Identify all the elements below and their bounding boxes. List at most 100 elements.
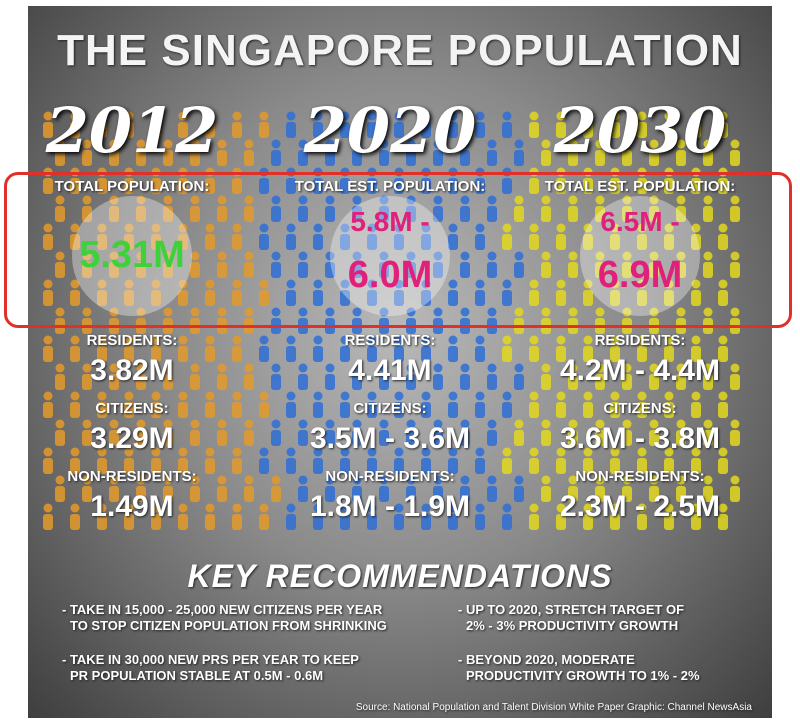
person-icon xyxy=(541,251,551,278)
non-residents-label: NON-RESIDENTS: xyxy=(575,468,705,485)
person-icon xyxy=(460,419,470,446)
person-icon xyxy=(583,447,593,474)
person-icon xyxy=(475,391,485,418)
person-icon xyxy=(541,363,551,390)
person-icon xyxy=(124,503,134,530)
person-icon xyxy=(109,251,119,278)
person-icon xyxy=(205,223,215,250)
person-icon xyxy=(610,111,620,138)
person-icon xyxy=(691,503,701,530)
person-icon xyxy=(703,475,713,502)
person-icon xyxy=(340,111,350,138)
person-icon xyxy=(676,363,686,390)
person-icon xyxy=(529,447,539,474)
person-icon xyxy=(610,503,620,530)
person-icon xyxy=(529,391,539,418)
person-icon xyxy=(298,195,308,222)
person-icon xyxy=(649,475,659,502)
person-icon xyxy=(244,363,254,390)
person-icon xyxy=(691,223,701,250)
person-icon xyxy=(394,111,404,138)
person-icon xyxy=(244,419,254,446)
person-icon xyxy=(448,223,458,250)
person-icon xyxy=(151,447,161,474)
person-icon xyxy=(313,223,323,250)
person-icon xyxy=(55,475,65,502)
person-icon xyxy=(340,335,350,362)
person-icon xyxy=(460,475,470,502)
person-icon xyxy=(367,447,377,474)
person-icon xyxy=(556,335,566,362)
person-icon xyxy=(433,195,443,222)
person-icon xyxy=(286,279,296,306)
person-icon xyxy=(325,251,335,278)
person-icon xyxy=(730,251,740,278)
person-icon xyxy=(55,419,65,446)
person-icon xyxy=(541,475,551,502)
person-icon xyxy=(703,139,713,166)
person-icon xyxy=(595,195,605,222)
person-icon xyxy=(637,279,647,306)
person-icon xyxy=(637,111,647,138)
person-icon xyxy=(730,475,740,502)
recommendation-line: - TAKE IN 15,000 - 25,000 NEW CITIZENS P… xyxy=(62,602,383,617)
person-icon xyxy=(502,111,512,138)
person-icon xyxy=(136,139,146,166)
person-icon xyxy=(433,139,443,166)
person-icon xyxy=(271,419,281,446)
person-icon xyxy=(502,335,512,362)
person-icon xyxy=(664,335,674,362)
person-icon xyxy=(406,475,416,502)
person-icon xyxy=(406,419,416,446)
person-icon xyxy=(217,195,227,222)
person-icon xyxy=(313,279,323,306)
non-residents-value: 1.8M - 1.9M xyxy=(309,490,471,523)
person-icon xyxy=(556,503,566,530)
person-icon xyxy=(109,195,119,222)
person-icon xyxy=(286,391,296,418)
person-icon xyxy=(676,195,686,222)
total-label: TOTAL EST. POPULATION: xyxy=(544,178,736,195)
person-icon xyxy=(298,475,308,502)
person-icon xyxy=(124,279,134,306)
residents-label: RESIDENTS: xyxy=(594,332,686,349)
person-icon xyxy=(676,251,686,278)
person-icon xyxy=(55,139,65,166)
person-icon xyxy=(340,391,350,418)
person-icon xyxy=(205,279,215,306)
person-icon xyxy=(232,391,242,418)
person-icon xyxy=(475,279,485,306)
person-icon xyxy=(151,279,161,306)
person-icon xyxy=(70,503,80,530)
person-icon xyxy=(190,251,200,278)
person-icon xyxy=(352,475,362,502)
person-icon xyxy=(610,335,620,362)
total-label: TOTAL POPULATION: xyxy=(54,178,210,195)
person-icon xyxy=(718,503,728,530)
person-icon xyxy=(70,335,80,362)
person-icon xyxy=(55,363,65,390)
person-icon xyxy=(97,335,107,362)
person-icon xyxy=(718,111,728,138)
person-icon xyxy=(448,335,458,362)
person-icon xyxy=(379,251,389,278)
person-icon xyxy=(730,139,740,166)
person-icon xyxy=(244,195,254,222)
person-icon xyxy=(151,391,161,418)
person-icon xyxy=(622,363,632,390)
person-icon xyxy=(664,279,674,306)
person-icon xyxy=(595,363,605,390)
person-icon xyxy=(622,195,632,222)
person-icon xyxy=(394,447,404,474)
person-icon xyxy=(124,447,134,474)
person-icon xyxy=(205,335,215,362)
person-icon xyxy=(190,139,200,166)
total-value: 5.31M xyxy=(79,234,185,276)
person-icon xyxy=(163,363,173,390)
person-icon xyxy=(259,111,269,138)
person-icon xyxy=(622,475,632,502)
person-icon xyxy=(163,475,173,502)
person-icon xyxy=(82,139,92,166)
person-icon xyxy=(136,475,146,502)
